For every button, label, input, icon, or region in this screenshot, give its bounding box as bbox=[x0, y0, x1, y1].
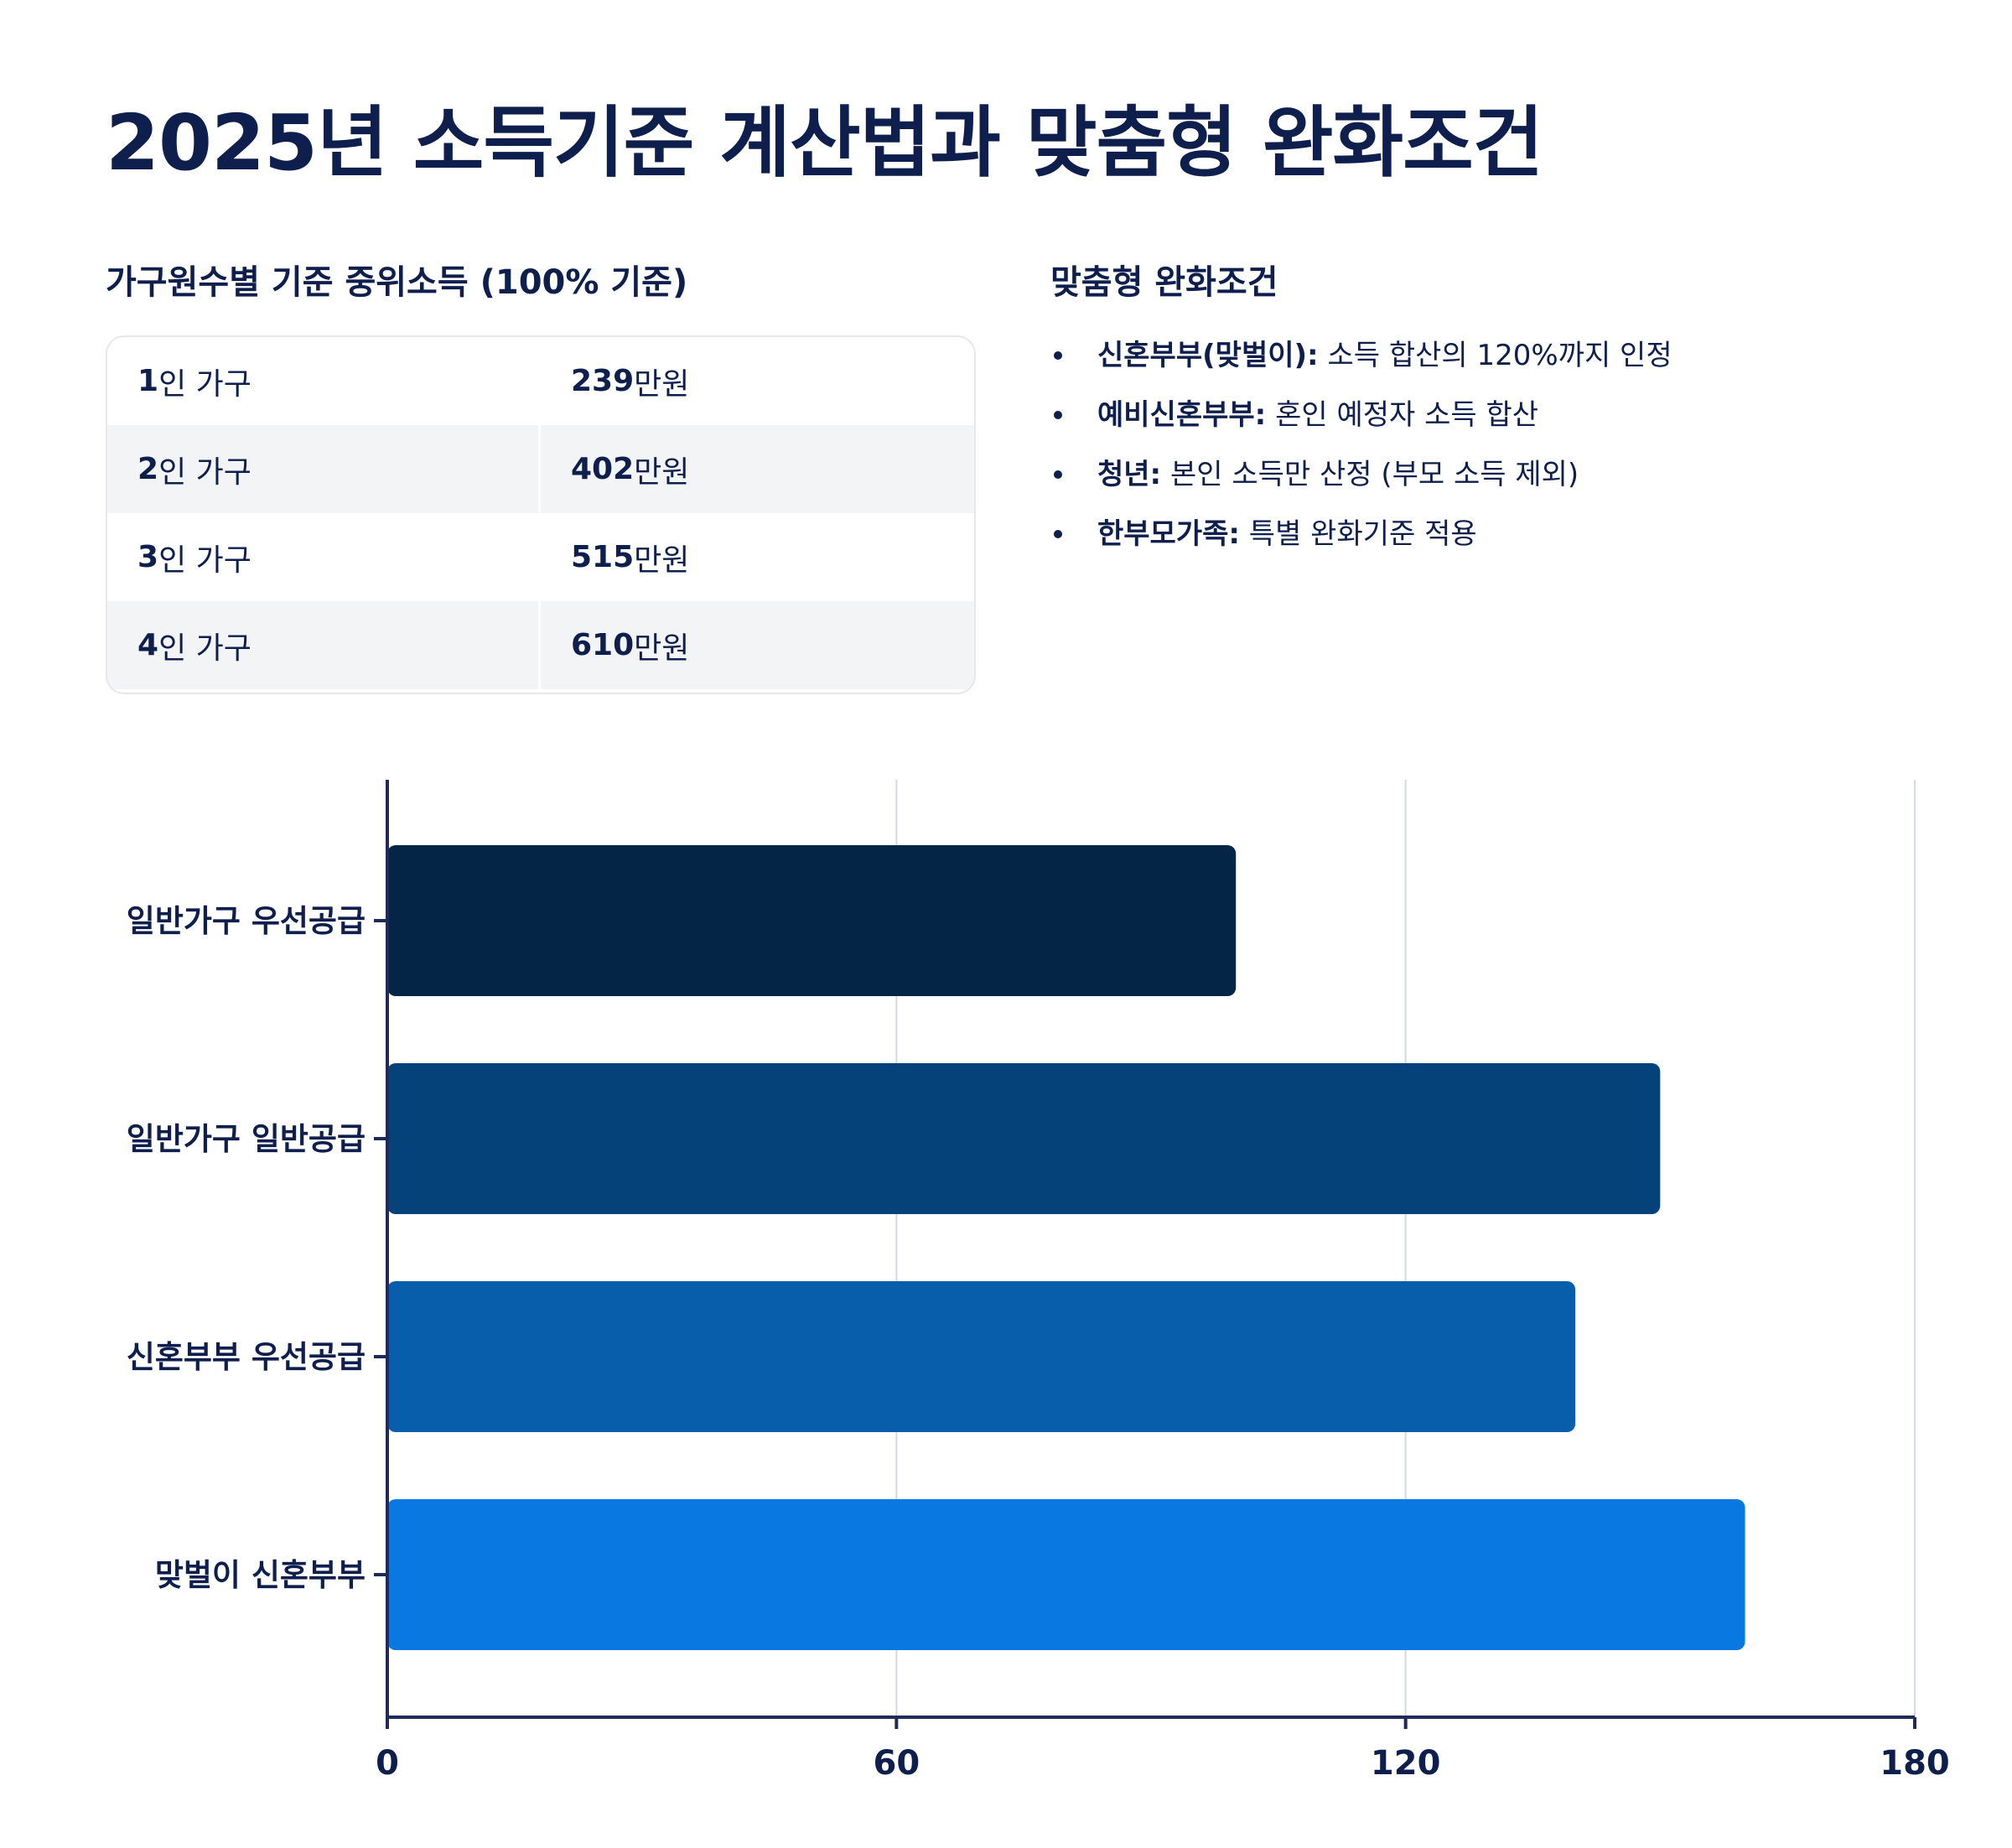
household-number: 4 bbox=[137, 628, 159, 662]
condition-label: 신혼부부(맞벌이): bbox=[1097, 339, 1319, 372]
condition-text: 소득 합산의 120%까지 인정 bbox=[1318, 339, 1672, 372]
bar bbox=[387, 1063, 1661, 1214]
bullet-icon bbox=[1054, 351, 1062, 360]
income-number: 515 bbox=[571, 540, 635, 574]
list-item: 한부모가족: 특별 완화기준 적용 bbox=[1050, 514, 1672, 574]
income-number: 239 bbox=[571, 364, 635, 398]
household-unit: 인 가구 bbox=[158, 631, 252, 666]
conditions-list: 신혼부부(맞벌이): 소득 합산의 120%까지 인정 예비신혼부부: 혼인 예… bbox=[1050, 335, 1672, 574]
household-number: 1 bbox=[137, 364, 159, 398]
list-item: 예비신혼부부: 혼인 예정자 소득 합산 bbox=[1050, 395, 1672, 454]
bar bbox=[387, 845, 1237, 996]
condition-text: 본인 소득만 산정 (부모 소득 제외) bbox=[1161, 458, 1579, 491]
income-unit: 만원 bbox=[634, 631, 690, 666]
condition-label: 예비신혼부부: bbox=[1097, 398, 1267, 432]
household-unit: 인 가구 bbox=[158, 366, 252, 402]
income-number: 610 bbox=[571, 628, 635, 662]
x-tick-label: 60 bbox=[873, 1744, 920, 1783]
page-title: 2025년 소득기준 계산법과 맞춤형 완화조건 bbox=[106, 98, 1543, 188]
x-tick-label: 180 bbox=[1880, 1744, 1950, 1783]
category-label: 일반가구 일반공급 bbox=[127, 1121, 366, 1157]
income-number: 402 bbox=[571, 452, 635, 486]
median-income-cell: 239 만원 bbox=[541, 337, 974, 425]
condition-label: 한부모가족: bbox=[1097, 517, 1240, 551]
condition-text: 특별 완화기준 적용 bbox=[1240, 517, 1477, 551]
bullet-icon bbox=[1054, 530, 1062, 538]
list-item: 청년: 본인 소득만 산정 (부모 소득 제외) bbox=[1050, 454, 1672, 514]
median-income-cell: 610 만원 bbox=[541, 601, 974, 689]
household-unit: 인 가구 bbox=[158, 454, 252, 490]
condition-label: 청년: bbox=[1097, 458, 1162, 491]
list-item: 신혼부부(맞벌이): 소득 합산의 120%까지 인정 bbox=[1050, 335, 1672, 395]
income-unit: 만원 bbox=[634, 542, 690, 578]
household-unit: 인 가구 bbox=[158, 542, 252, 578]
category-label: 맞벌이 신혼부부 bbox=[155, 1557, 366, 1593]
household-number: 2 bbox=[137, 452, 159, 486]
median-income-cell: 402 만원 bbox=[541, 425, 974, 513]
category-label: 신혼부부 우선공급 bbox=[127, 1339, 366, 1375]
income-table-title: 가구원수별 기준 중위소득 (100% 기준) bbox=[106, 263, 688, 302]
income-unit: 만원 bbox=[634, 366, 690, 402]
bar bbox=[387, 1281, 1576, 1432]
household-number: 3 bbox=[137, 540, 159, 574]
condition-text: 혼인 예정자 소득 합산 bbox=[1266, 398, 1539, 432]
income-unit: 만원 bbox=[634, 454, 690, 490]
bullet-icon bbox=[1054, 411, 1062, 419]
x-tick-label: 0 bbox=[376, 1744, 399, 1783]
conditions-title: 맞춤형 완화조건 bbox=[1050, 263, 1278, 302]
bar bbox=[387, 1499, 1745, 1650]
median-income-cell: 515 만원 bbox=[541, 513, 974, 601]
x-tick-label: 120 bbox=[1371, 1744, 1441, 1783]
bullet-icon bbox=[1054, 470, 1062, 479]
category-label: 일반가구 우선공급 bbox=[127, 903, 366, 939]
